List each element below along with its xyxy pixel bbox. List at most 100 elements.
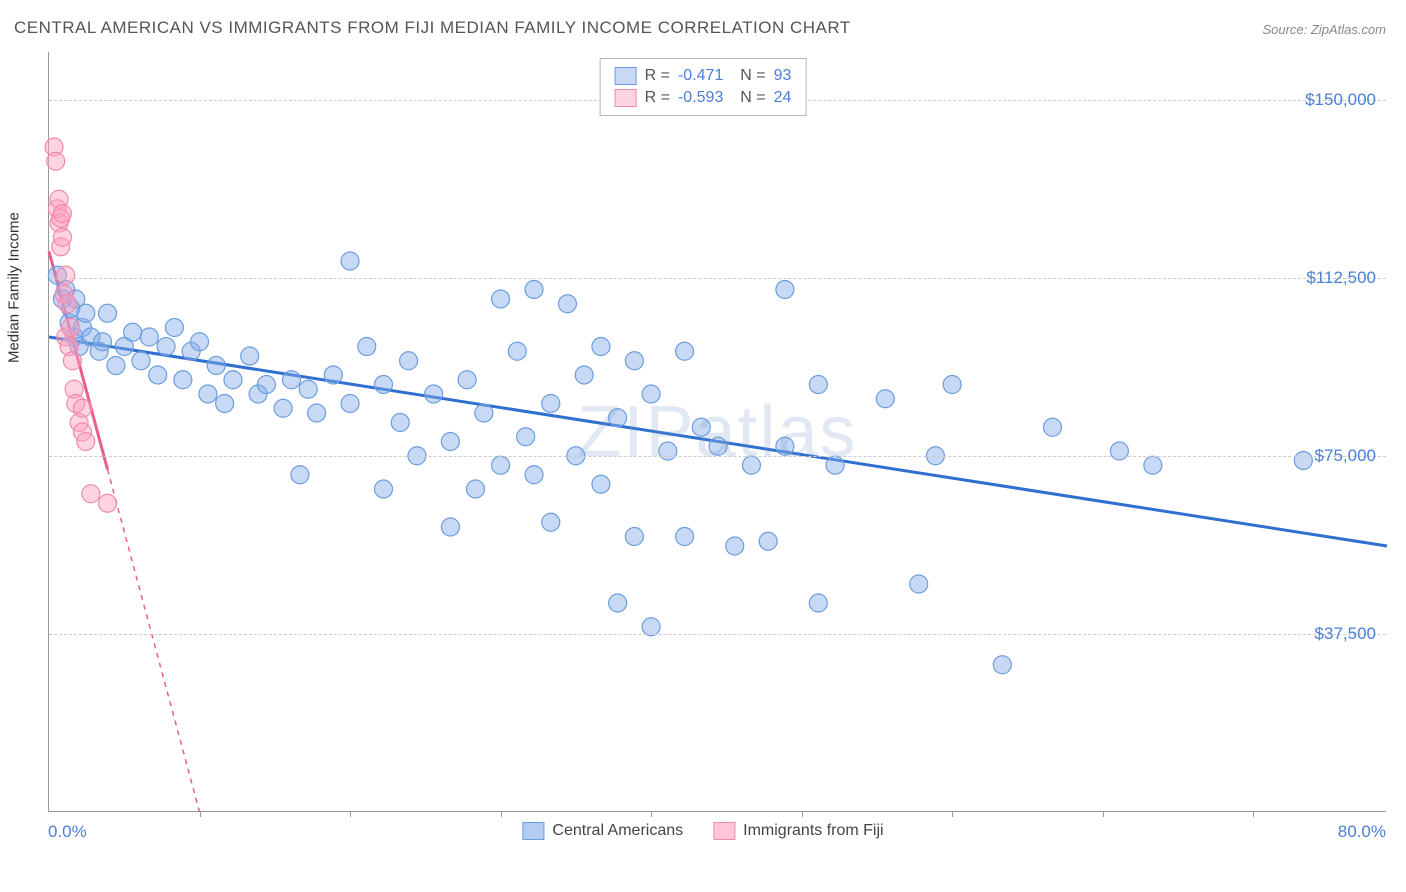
data-point-fiji xyxy=(47,152,65,170)
data-point-central xyxy=(943,376,961,394)
legend-swatch-fiji xyxy=(615,89,637,107)
data-point-central xyxy=(726,537,744,555)
legend-n-label: N = xyxy=(731,89,765,107)
data-point-central xyxy=(809,376,827,394)
data-point-central xyxy=(525,281,543,299)
data-point-central xyxy=(299,380,317,398)
x-tick xyxy=(501,811,502,817)
legend-swatch-icon xyxy=(522,822,544,840)
legend-r-central: -0.471 xyxy=(678,67,723,85)
legend-series: Central Americans Immigrants from Fiji xyxy=(522,822,883,840)
legend-r-label: R = xyxy=(645,89,670,107)
data-point-central xyxy=(391,414,409,432)
legend-label-central: Central Americans xyxy=(552,822,683,840)
x-axis-max-label: 80.0% xyxy=(1338,822,1386,842)
data-point-central xyxy=(542,395,560,413)
grid-line xyxy=(49,456,1386,457)
legend-correlation: R = -0.471 N = 93 R = -0.593 N = 24 xyxy=(600,58,807,116)
legend-n-label: N = xyxy=(731,67,765,85)
data-point-central xyxy=(659,442,677,460)
plot-area: ZIPatlas $37,500$75,000$112,500$150,000 xyxy=(48,52,1386,812)
legend-r-fiji: -0.593 xyxy=(678,89,723,107)
data-point-central xyxy=(257,376,275,394)
data-point-fiji xyxy=(82,485,100,503)
legend-n-fiji: 24 xyxy=(774,89,792,107)
chart-svg xyxy=(49,52,1386,811)
data-point-fiji xyxy=(73,399,91,417)
data-point-central xyxy=(308,404,326,422)
chart-container: CENTRAL AMERICAN VS IMMIGRANTS FROM FIJI… xyxy=(0,0,1406,892)
data-point-central xyxy=(759,532,777,550)
legend-item-fiji: Immigrants from Fiji xyxy=(713,822,883,840)
x-tick xyxy=(651,811,652,817)
data-point-fiji xyxy=(53,205,71,223)
data-point-central xyxy=(910,575,928,593)
legend-item-central: Central Americans xyxy=(522,822,683,840)
y-tick-label: $150,000 xyxy=(1305,90,1376,110)
data-point-central xyxy=(542,513,560,531)
data-point-central xyxy=(809,594,827,612)
data-point-central xyxy=(558,295,576,313)
y-tick-label: $75,000 xyxy=(1315,446,1376,466)
legend-n-central: 93 xyxy=(774,67,792,85)
data-point-central xyxy=(609,409,627,427)
legend-r-label: R = xyxy=(645,67,670,85)
data-point-central xyxy=(508,342,526,360)
data-point-central xyxy=(400,352,418,370)
data-point-central xyxy=(475,404,493,422)
data-point-central xyxy=(140,328,158,346)
x-axis-min-label: 0.0% xyxy=(48,822,87,842)
data-point-fiji xyxy=(53,228,71,246)
data-point-central xyxy=(358,338,376,356)
data-point-central xyxy=(375,376,393,394)
data-point-central xyxy=(625,352,643,370)
data-point-central xyxy=(592,475,610,493)
data-point-central xyxy=(517,428,535,446)
data-point-central xyxy=(77,304,95,322)
data-point-central xyxy=(692,418,710,436)
chart-source: Source: ZipAtlas.com xyxy=(1262,22,1386,37)
data-point-central xyxy=(165,319,183,337)
legend-row-fiji: R = -0.593 N = 24 xyxy=(615,87,792,109)
data-point-central xyxy=(776,437,794,455)
x-tick xyxy=(1253,811,1254,817)
legend-row-central: R = -0.471 N = 93 xyxy=(615,65,792,87)
legend-label-fiji: Immigrants from Fiji xyxy=(743,822,883,840)
data-point-central xyxy=(742,456,760,474)
data-point-central xyxy=(592,338,610,356)
data-point-central xyxy=(157,338,175,356)
data-point-central xyxy=(375,480,393,498)
data-point-central xyxy=(441,433,459,451)
chart-title: CENTRAL AMERICAN VS IMMIGRANTS FROM FIJI… xyxy=(14,18,851,38)
data-point-central xyxy=(492,456,510,474)
data-point-central xyxy=(283,371,301,389)
x-tick xyxy=(200,811,201,817)
data-point-central xyxy=(94,333,112,351)
data-point-central xyxy=(132,352,150,370)
data-point-central xyxy=(826,456,844,474)
data-point-central xyxy=(174,371,192,389)
data-point-central xyxy=(124,323,142,341)
legend-swatch-central xyxy=(615,67,637,85)
data-point-fiji xyxy=(99,494,117,512)
data-point-central xyxy=(609,594,627,612)
data-point-fiji xyxy=(63,352,81,370)
data-point-central xyxy=(1110,442,1128,460)
grid-line xyxy=(49,634,1386,635)
data-point-central xyxy=(241,347,259,365)
data-point-central xyxy=(324,366,342,384)
data-point-central xyxy=(1044,418,1062,436)
y-axis-title: Median Family Income xyxy=(6,212,23,363)
data-point-central xyxy=(425,385,443,403)
data-point-central xyxy=(207,357,225,375)
data-point-central xyxy=(676,528,694,546)
data-point-central xyxy=(1144,456,1162,474)
data-point-central xyxy=(625,528,643,546)
data-point-central xyxy=(1294,452,1312,470)
data-point-central xyxy=(993,656,1011,674)
data-point-central xyxy=(642,385,660,403)
x-tick xyxy=(350,811,351,817)
data-point-central xyxy=(876,390,894,408)
data-point-fiji xyxy=(57,266,75,284)
data-point-central xyxy=(341,252,359,270)
